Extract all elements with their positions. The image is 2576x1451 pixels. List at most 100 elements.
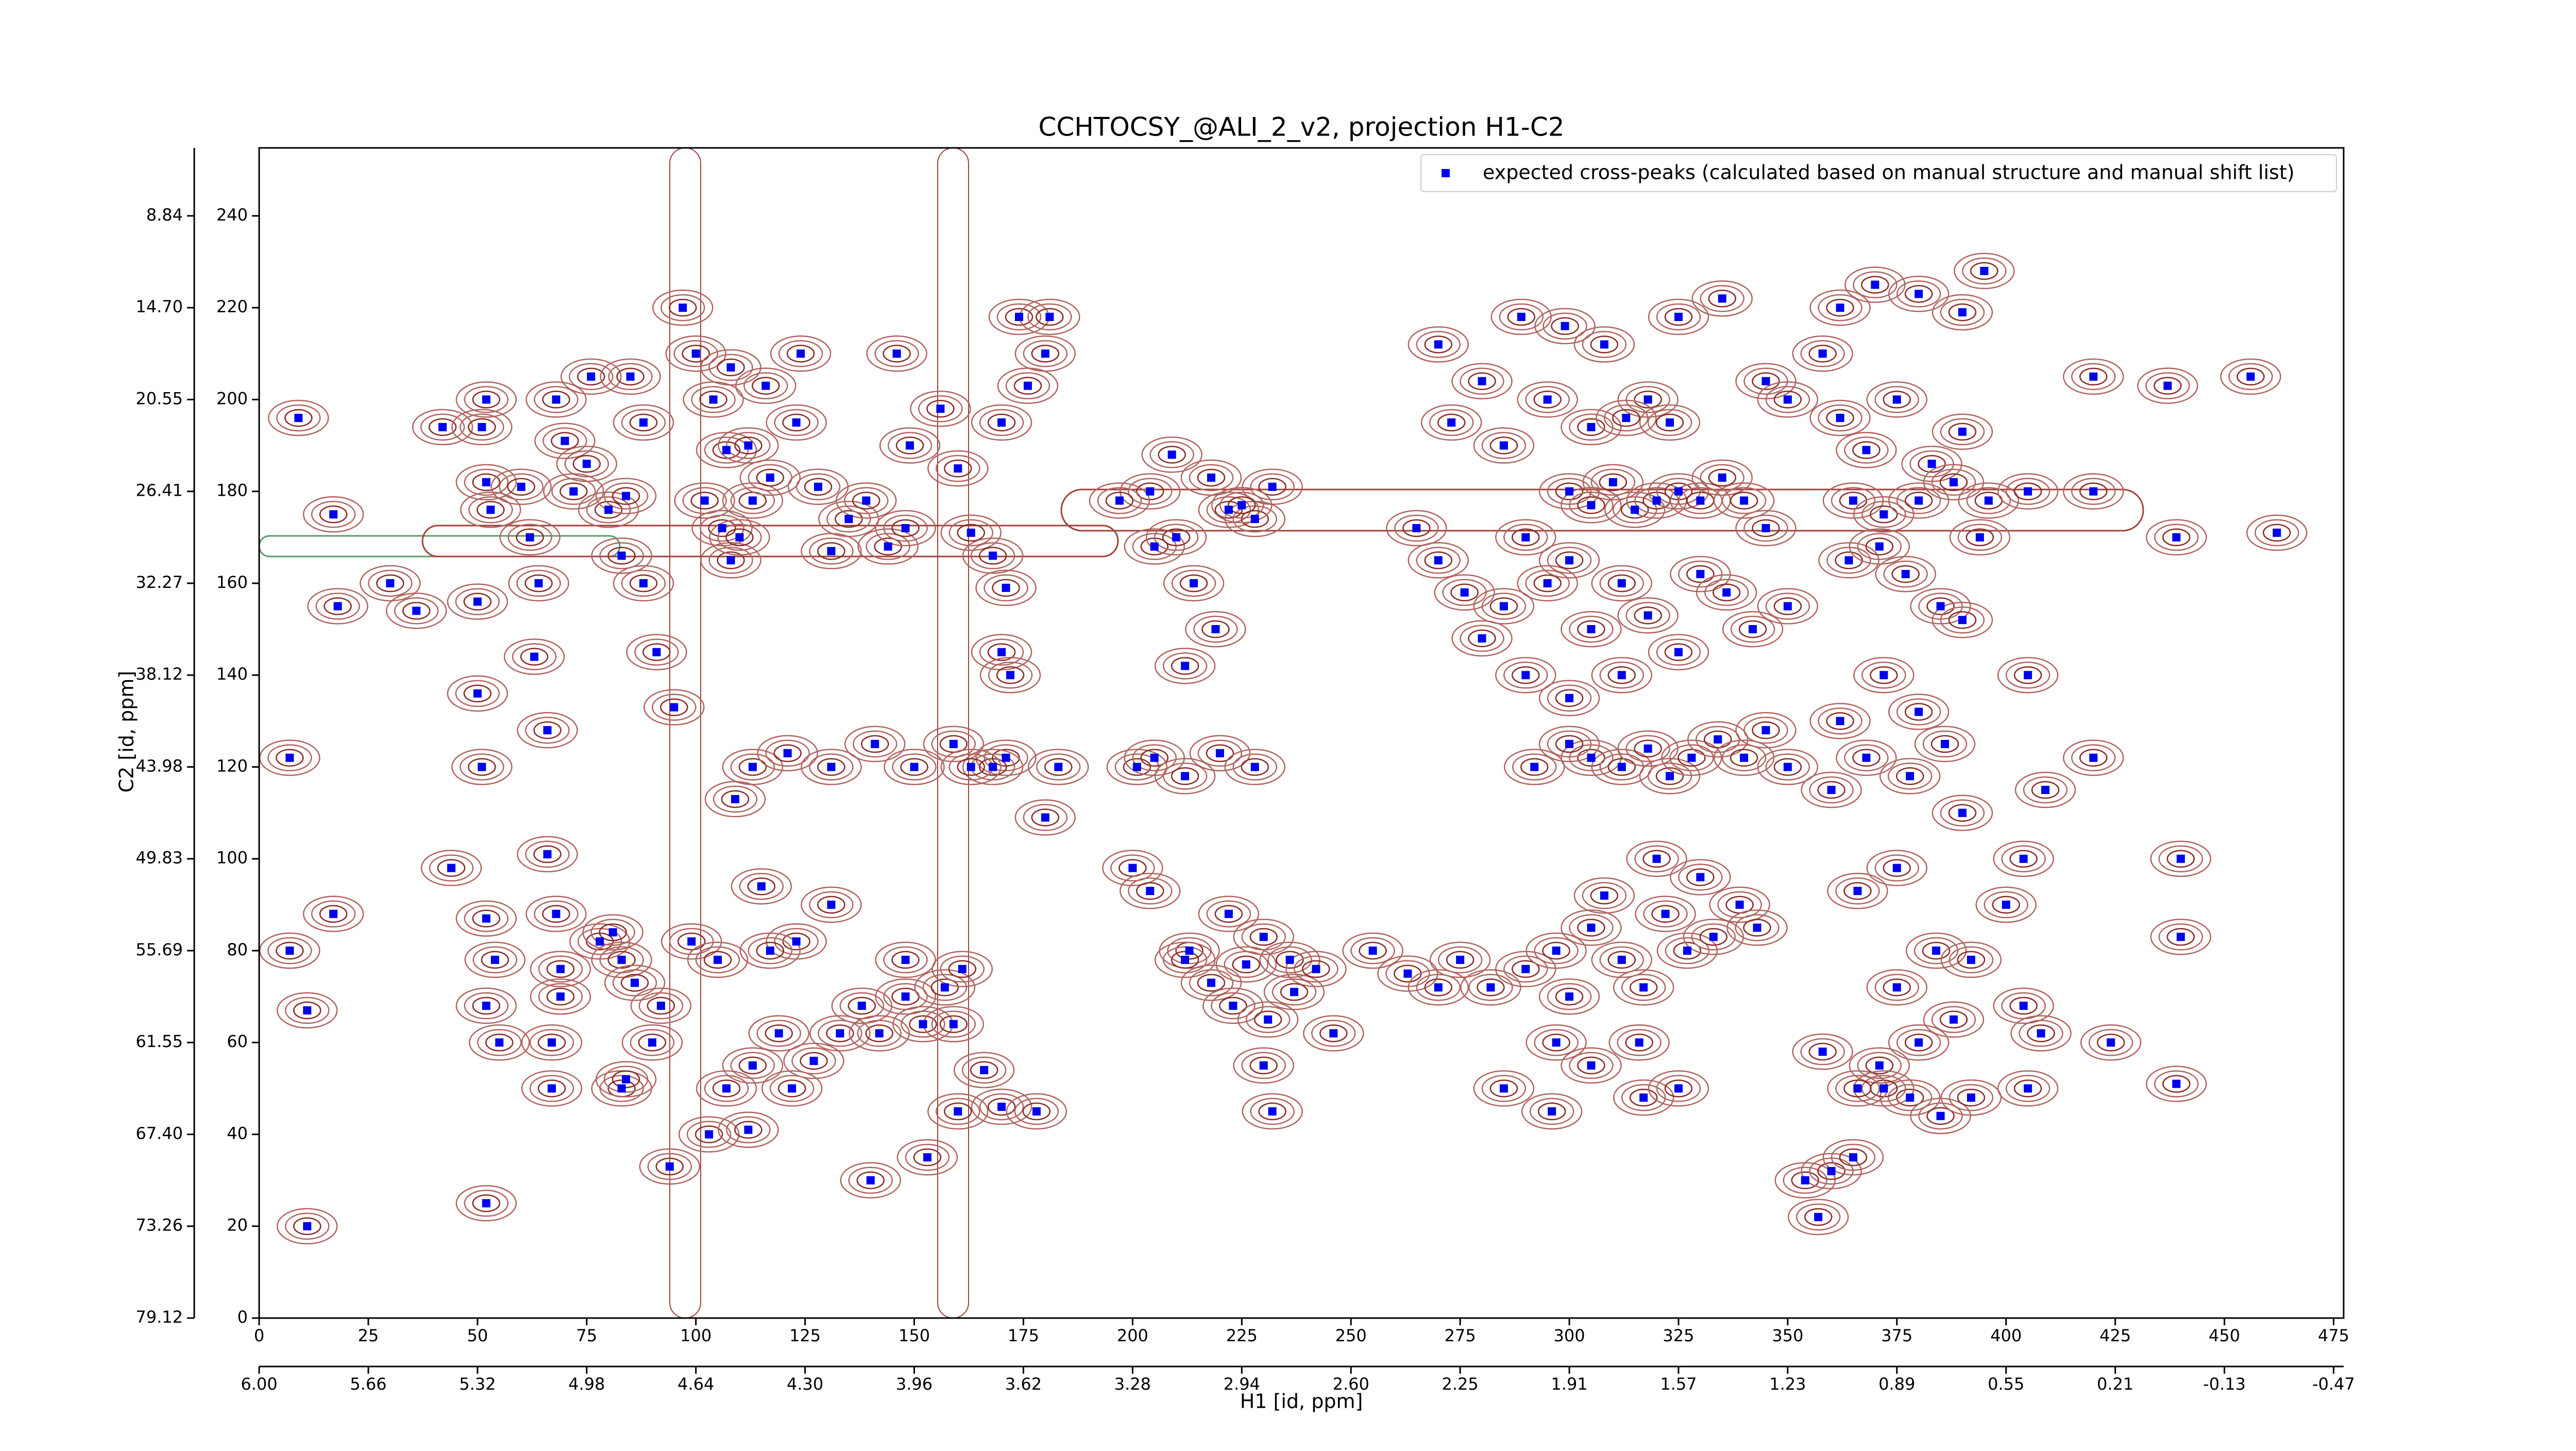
contour-ring <box>918 395 963 423</box>
contour-ring <box>1792 1033 1853 1070</box>
contour-ring <box>971 404 1032 441</box>
cross-peak <box>1600 891 1608 900</box>
cross-peak <box>1783 602 1792 611</box>
contour-ring <box>1664 308 1693 326</box>
contour-ring <box>836 482 897 519</box>
contour-ring <box>629 574 658 593</box>
contour-ring <box>660 294 705 322</box>
x-tick-label: 425 <box>2099 1326 2131 1345</box>
contour-ring <box>1031 808 1060 826</box>
contour-ring <box>1263 973 1325 1010</box>
contour-ring <box>857 528 919 565</box>
x2-tick-label: 3.96 <box>896 1374 933 1394</box>
contour-ring <box>703 951 732 969</box>
contour-ring <box>1424 978 1452 997</box>
cross-peak <box>1683 946 1691 955</box>
contour-ring <box>875 510 936 547</box>
cross-peak <box>1761 377 1770 385</box>
x-tick-label: 200 <box>1117 1326 1148 1345</box>
contour-ring <box>276 941 304 960</box>
contour-ring <box>987 1098 1016 1116</box>
contour-ring <box>2145 372 2190 399</box>
contour-ring <box>1276 951 1304 969</box>
contour-ring <box>1561 487 1622 524</box>
cross-peak <box>1875 542 1884 551</box>
contour-ring <box>551 478 596 505</box>
contour-streak <box>421 525 1119 558</box>
contour-ring <box>849 1015 910 1052</box>
x-tick-label: 400 <box>1990 1326 2022 1345</box>
contour-ring <box>1726 909 1788 946</box>
contour-ring <box>464 992 509 1020</box>
cross-peak <box>1312 965 1320 973</box>
contour-ring <box>594 501 623 519</box>
contour-ring <box>734 1121 762 1139</box>
contour-ring <box>1128 478 1173 505</box>
contour-ring <box>1888 694 1950 730</box>
contour-ring <box>1970 262 1998 280</box>
contour-ring <box>1757 381 1819 418</box>
contour-ring <box>1896 1028 1941 1056</box>
contour-ring <box>276 1208 338 1244</box>
contour-ring <box>1809 776 1854 804</box>
contour-ring <box>1499 303 1544 331</box>
contour-ring <box>1241 1052 1286 1079</box>
contour-ring <box>731 868 792 905</box>
cross-peak <box>1499 441 1508 450</box>
cross-peak <box>884 542 892 551</box>
cross-peak <box>1045 312 1054 321</box>
contour-ring <box>700 542 761 579</box>
cross-peak <box>871 739 879 748</box>
contour-ring <box>1590 886 1619 905</box>
contour-ring <box>1402 519 1431 537</box>
contour-ring <box>507 478 535 496</box>
contour-ring <box>712 441 741 459</box>
contour-ring <box>1450 583 1479 602</box>
contour-ring <box>1700 464 1744 492</box>
contour-ring <box>1481 432 1527 459</box>
contour-ring <box>1526 932 1587 969</box>
contour-ring <box>1957 1088 1986 1107</box>
cross-peak <box>1914 290 1923 298</box>
contour-ring <box>307 588 368 625</box>
contour-ring <box>455 900 517 937</box>
contour-ring <box>957 524 985 542</box>
cross-peak <box>552 395 561 404</box>
contour-ring <box>1635 896 1696 932</box>
contour-ring <box>1891 565 1920 583</box>
contour-ring <box>1931 795 1993 831</box>
cross-peak <box>726 556 735 565</box>
contour-ring <box>529 1075 574 1102</box>
cross-peak <box>788 1084 796 1093</box>
cross-peak <box>556 965 565 973</box>
contour-ring <box>1197 468 1226 487</box>
contour-ring <box>1607 951 1636 969</box>
contour-ring <box>722 749 784 785</box>
contour-ring <box>1537 1102 1566 1121</box>
contour-ring <box>1460 625 1504 652</box>
contour-ring <box>1573 326 1635 363</box>
contour-ring <box>568 363 614 391</box>
contour-ring <box>678 1116 740 1153</box>
contour-ring <box>782 413 810 432</box>
cross-peak <box>333 602 342 611</box>
cross-peak <box>1617 579 1626 587</box>
contour-ring <box>1617 730 1679 767</box>
cross-peak <box>766 473 774 482</box>
contour-ring <box>1888 482 1950 519</box>
x-tick-label: 150 <box>899 1326 930 1345</box>
contour-ring <box>613 565 674 602</box>
contour-ring <box>1495 951 1556 987</box>
contour-ring <box>1773 391 1802 409</box>
contour-ring <box>1656 932 1718 969</box>
cross-peak <box>949 739 958 748</box>
x-tick-label: 175 <box>1008 1326 1039 1345</box>
contour-ring <box>704 1075 749 1102</box>
contour-ring <box>1241 758 1269 776</box>
contour-ring <box>1154 941 1216 978</box>
contour-ring <box>1495 656 1556 694</box>
contour-ring <box>2236 367 2265 386</box>
contour-ring <box>284 1212 330 1240</box>
cross-peak <box>1259 1061 1268 1070</box>
contour-ring <box>1817 1162 1845 1180</box>
